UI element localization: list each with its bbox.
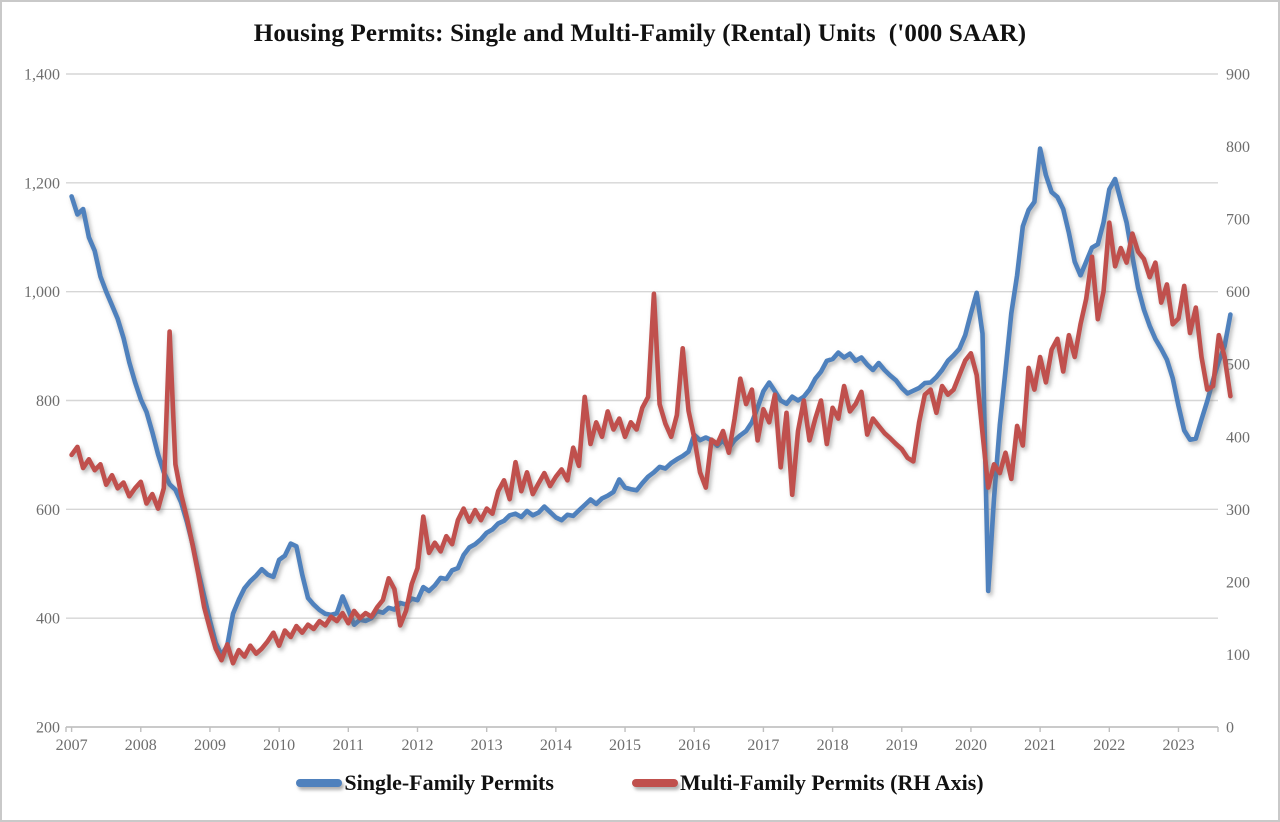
legend-label: Multi-Family Permits (RH Axis): [679, 770, 984, 795]
right-axis-tick-label: 800: [1226, 139, 1250, 156]
x-axis-tick-label: 2023: [1162, 737, 1194, 754]
x-axis-tick-label: 2011: [333, 737, 364, 754]
left-axis-tick-label: 600: [36, 502, 60, 519]
x-axis-tick-label: 2015: [609, 737, 641, 754]
right-axis-tick-label: 100: [1226, 647, 1250, 664]
x-axis-tick-label: 2012: [402, 737, 434, 754]
x-axis-tick-label: 2008: [125, 737, 157, 754]
left-axis-tick-label: 400: [36, 611, 60, 628]
x-axis-tick-label: 2014: [540, 737, 572, 754]
single-family-permits-line: [69, 146, 1233, 658]
x-axis-tick-label: 2021: [1024, 737, 1056, 754]
x-axis-tick-label: 2016: [678, 737, 710, 754]
right-axis-tick-label: 500: [1226, 357, 1250, 374]
x-axis-tick-label: 2019: [886, 737, 918, 754]
x-axis-tick-label: 2013: [471, 737, 503, 754]
x-axis-tick-label: 2018: [817, 737, 849, 754]
x-axis-tick-label: 2022: [1093, 737, 1125, 754]
left-axis-tick-label: 800: [36, 393, 60, 410]
legend-item-multi-family: Multi-Family Permits (RH Axis): [631, 770, 984, 796]
legend-item-single-family: Single-Family Permits: [296, 770, 554, 796]
single-family-line-swatch: [296, 779, 343, 787]
right-axis-tick-label: 400: [1226, 429, 1250, 446]
left-axis-tick-label: 1,200: [24, 175, 60, 192]
left-axis-tick-label: 1,400: [24, 67, 60, 84]
right-axis-tick-label: 700: [1226, 212, 1250, 229]
multi-family-line-swatch: [631, 779, 678, 787]
left-axis-tick-label: 200: [36, 720, 60, 737]
x-axis-tick-label: 2009: [194, 737, 226, 754]
left-axis-tick-label: 1,000: [24, 284, 60, 301]
right-axis-tick-label: 0: [1226, 720, 1234, 737]
right-axis-tick-label: 900: [1226, 67, 1250, 84]
right-axis-tick-label: 200: [1226, 574, 1250, 591]
multi-family-permits-line: [69, 220, 1233, 666]
x-axis-tick-label: 2020: [955, 737, 987, 754]
legend: Single-Family Permits Multi-Family Permi…: [2, 770, 1278, 796]
x-axis-tick-label: 2017: [747, 737, 779, 754]
chart-title: Housing Permits: Single and Multi-Family…: [253, 20, 1027, 47]
x-axis-tick-label: 2010: [263, 737, 295, 754]
legend-label: Single-Family Permits: [344, 770, 554, 795]
right-axis-tick-label: 300: [1226, 502, 1250, 519]
right-axis-tick-label: 600: [1226, 284, 1250, 301]
x-axis-tick-label: 2007: [56, 737, 88, 754]
